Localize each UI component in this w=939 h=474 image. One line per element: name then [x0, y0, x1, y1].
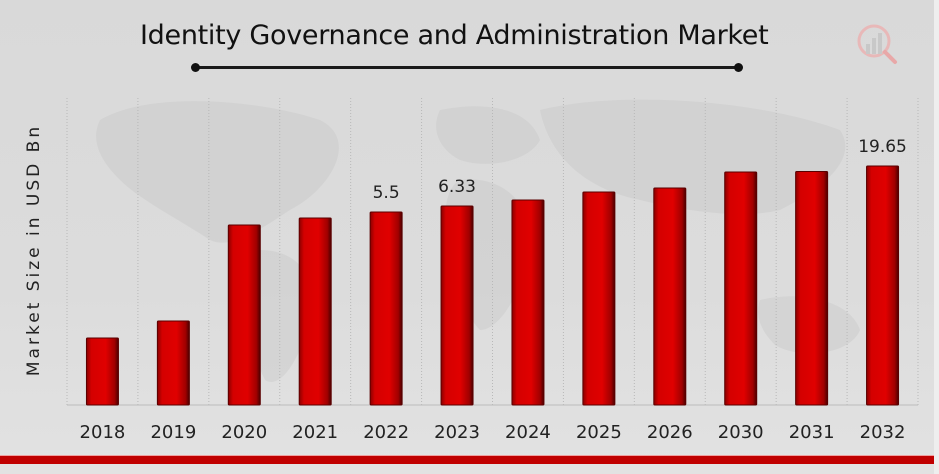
x-tick-label: 2032: [860, 422, 906, 443]
bar-2026: [653, 187, 687, 406]
bar-2030: [724, 171, 758, 406]
title-underline: [196, 66, 738, 69]
bar-2031: [795, 171, 829, 406]
bar-2022: [369, 211, 403, 406]
bar-2018: [85, 337, 119, 406]
bar-2024: [511, 199, 545, 406]
x-tick-label: 2020: [221, 422, 267, 443]
x-tick-label: 2019: [150, 422, 196, 443]
x-tick-label: 2023: [434, 422, 480, 443]
title-underline-dot-left: [191, 63, 200, 72]
x-tick-label: 2018: [80, 422, 126, 443]
bar-2025: [582, 191, 616, 406]
bar-chart-plot: 5.5 6.33 19.65 2018 2019 2020 2021 2022 2023 202…: [66, 98, 919, 443]
analytics-magnifier-icon: [857, 24, 897, 64]
x-tick-label: 2026: [647, 422, 693, 443]
x-tick-label: 2030: [718, 422, 764, 443]
data-label-2032: 19.65: [858, 137, 907, 157]
bar-2020: [227, 224, 261, 406]
bar-2032: [866, 165, 900, 406]
right-edge: [934, 0, 939, 474]
x-tick-label: 2022: [363, 422, 409, 443]
x-tick-label: 2024: [505, 422, 551, 443]
x-tick-label: 2025: [576, 422, 622, 443]
title-underline-dot-right: [734, 63, 743, 72]
bar-2023: [440, 205, 474, 406]
data-label-2023: 6.33: [438, 177, 476, 197]
bar-2021: [298, 217, 332, 406]
bar-2019: [156, 320, 190, 406]
bottom-accent-bar: [0, 456, 934, 464]
data-label-2022: 5.5: [373, 183, 400, 203]
x-tick-label: 2031: [789, 422, 835, 443]
chart-title: Identity Governance and Administration M…: [140, 20, 769, 51]
x-tick-label: 2021: [292, 422, 338, 443]
